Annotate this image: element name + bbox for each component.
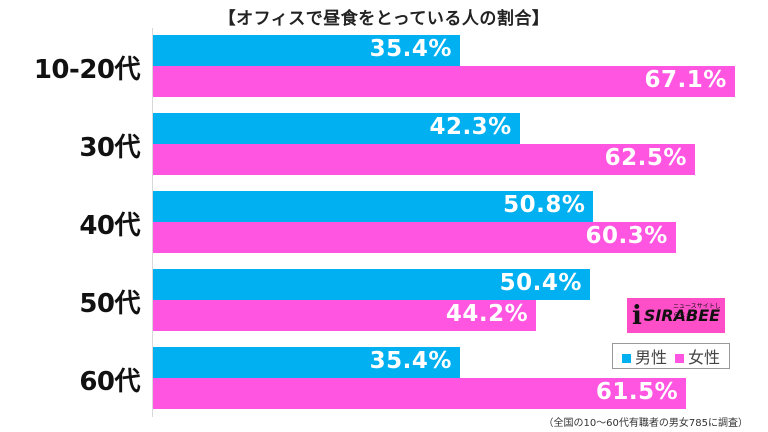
- bar-value-label: 60.3%: [585, 223, 668, 249]
- legend-item-male: 男性: [621, 344, 667, 368]
- legend-item-female: 女性: [675, 344, 720, 368]
- chart-title: 【オフィスで昼食をとっている人の割合】: [218, 9, 550, 29]
- category-label: 10-20代: [33, 55, 141, 85]
- bar-female: 67.1%: [153, 66, 735, 97]
- bar-value-label: 50.8%: [503, 192, 586, 218]
- bar-value-label: 35.4%: [369, 348, 452, 374]
- bar-value-label: 62.5%: [604, 145, 687, 171]
- sirabee-logo: ニュースサイトしらべぇ i SIRABEE: [627, 298, 725, 333]
- logo-i-icon: i: [631, 300, 642, 331]
- bar-value-label: 42.3%: [429, 114, 512, 140]
- bar-value-label: 35.4%: [369, 36, 452, 62]
- female-swatch-icon: [675, 354, 684, 363]
- bar-value-label: 61.5%: [595, 379, 679, 405]
- bar-group: 50代 50.4% 44.2%: [0, 269, 768, 331]
- male-swatch-icon: [621, 354, 631, 363]
- bar-female: 60.3%: [153, 222, 676, 253]
- bar-male: 42.3%: [153, 113, 520, 144]
- bar-female: 62.5%: [153, 144, 695, 175]
- bar-group: 10-20代 35.4% 67.1%: [0, 35, 768, 97]
- category-label: 40代: [79, 211, 140, 241]
- bar-male: 35.4%: [153, 347, 460, 378]
- legend-label-female: 女性: [688, 348, 721, 367]
- bar-male: 50.8%: [153, 191, 594, 222]
- logo-brand: SIRABEE: [643, 306, 721, 325]
- bar-value-label: 44.2%: [445, 301, 529, 327]
- bar-female: 61.5%: [153, 378, 687, 409]
- survey-note: （全国の10〜60代有職者の男女785に調査）: [543, 418, 748, 429]
- bar-male: 35.4%: [153, 35, 460, 66]
- bar-group: 40代 50.8% 60.3%: [0, 191, 768, 253]
- legend: 男性 女性: [612, 343, 730, 369]
- legend-label-male: 男性: [634, 348, 667, 367]
- category-label: 30代: [79, 133, 140, 163]
- bar-group: 30代 42.3% 62.5%: [0, 113, 768, 175]
- bar-group: 60代 35.4% 61.5%: [0, 347, 768, 409]
- bar-female: 44.2%: [153, 300, 537, 331]
- y-axis-line: [152, 28, 153, 417]
- category-label: 50代: [79, 289, 140, 319]
- bar-value-label: 67.1%: [644, 67, 727, 93]
- category-label: 60代: [79, 367, 140, 397]
- bar-value-label: 50.4%: [499, 270, 582, 296]
- bar-male: 50.4%: [153, 269, 590, 300]
- logo-tagline: ニュースサイトしらべぇ: [673, 303, 721, 319]
